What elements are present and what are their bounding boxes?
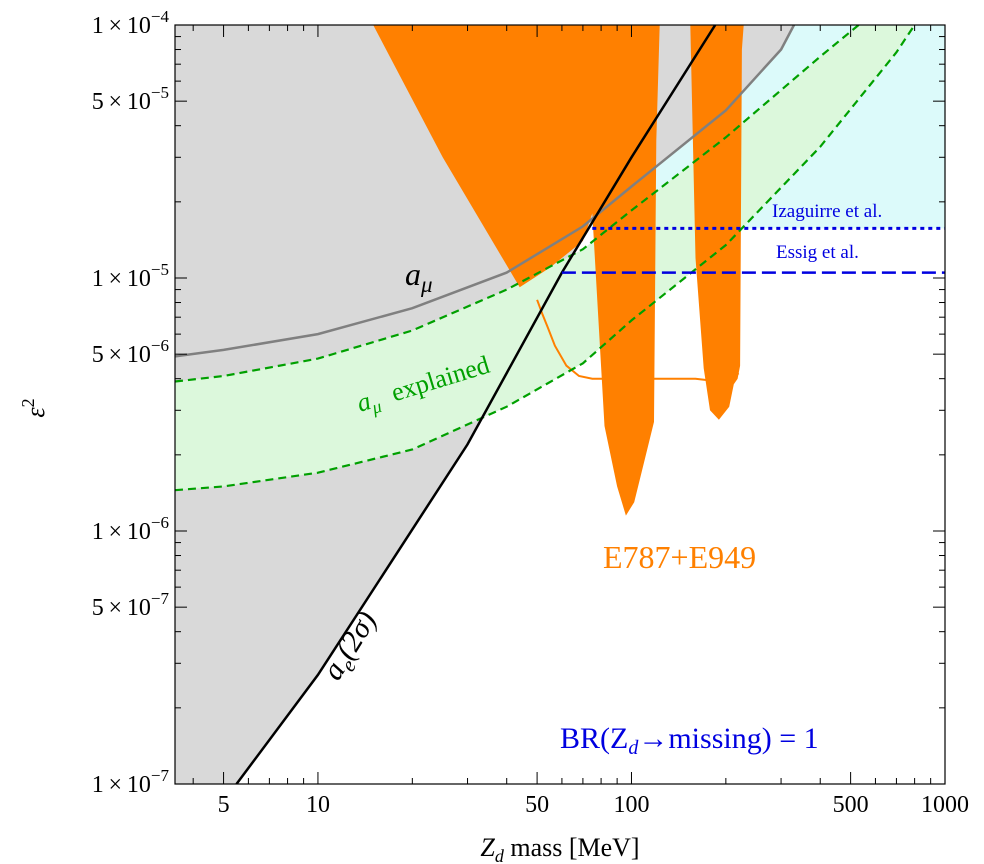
x-axis-title: Zd mass [MeV]: [480, 833, 639, 864]
x-tick-label: 10: [306, 792, 330, 818]
essig-label: Essig et al.: [776, 242, 859, 263]
amu-band-upper-line: [175, 25, 860, 383]
plot-area: [175, 25, 945, 784]
x-tick-label: 1000: [921, 792, 969, 818]
br-label: BR(Zd→missing) = 1: [560, 722, 819, 759]
amu-curve: [175, 25, 796, 358]
izaguirre-label: Izaguirre et al.: [772, 201, 882, 222]
ae-2sigma-line: [235, 25, 717, 784]
y-tick-label: 5 × 10−7: [92, 589, 170, 621]
y-tick-label: 5 × 10−5: [92, 83, 169, 115]
e787-region-2: [690, 25, 744, 420]
y-tick-label: 5 × 10−6: [92, 336, 169, 368]
x-tick-label: 50: [525, 792, 549, 818]
y-tick-label: 1 × 10−5: [92, 260, 169, 292]
axis-ticks: [175, 24, 946, 785]
x-tick-labels: 5 10 50 100 500 1000: [218, 792, 969, 818]
y-tick-labels: 1 × 10−4 5 × 10−5 1 × 10−5 5 × 10−6 1 × 10−6…: [92, 7, 170, 798]
e787-excluded-regions: [373, 25, 744, 516]
plot-frame: [174, 24, 946, 785]
y-tick-label: 1 × 10−6: [92, 513, 169, 545]
y-axis-title: ε2: [18, 398, 50, 417]
x-tick-label: 5: [218, 792, 230, 818]
svg-text:ε2: ε2: [18, 398, 50, 417]
e787-region-1: [373, 25, 660, 516]
amu-band-lower-line: [175, 25, 916, 492]
y-tick-label: 1 × 10−4: [92, 7, 170, 39]
e787-boundary-line: [536, 299, 740, 383]
amu-label: aμ: [405, 256, 433, 297]
y-tick-label: 1 × 10−7: [92, 766, 170, 798]
e787-label: E787+E949: [603, 539, 756, 575]
x-tick-label: 100: [613, 792, 649, 818]
x-tick-label: 500: [833, 792, 869, 818]
